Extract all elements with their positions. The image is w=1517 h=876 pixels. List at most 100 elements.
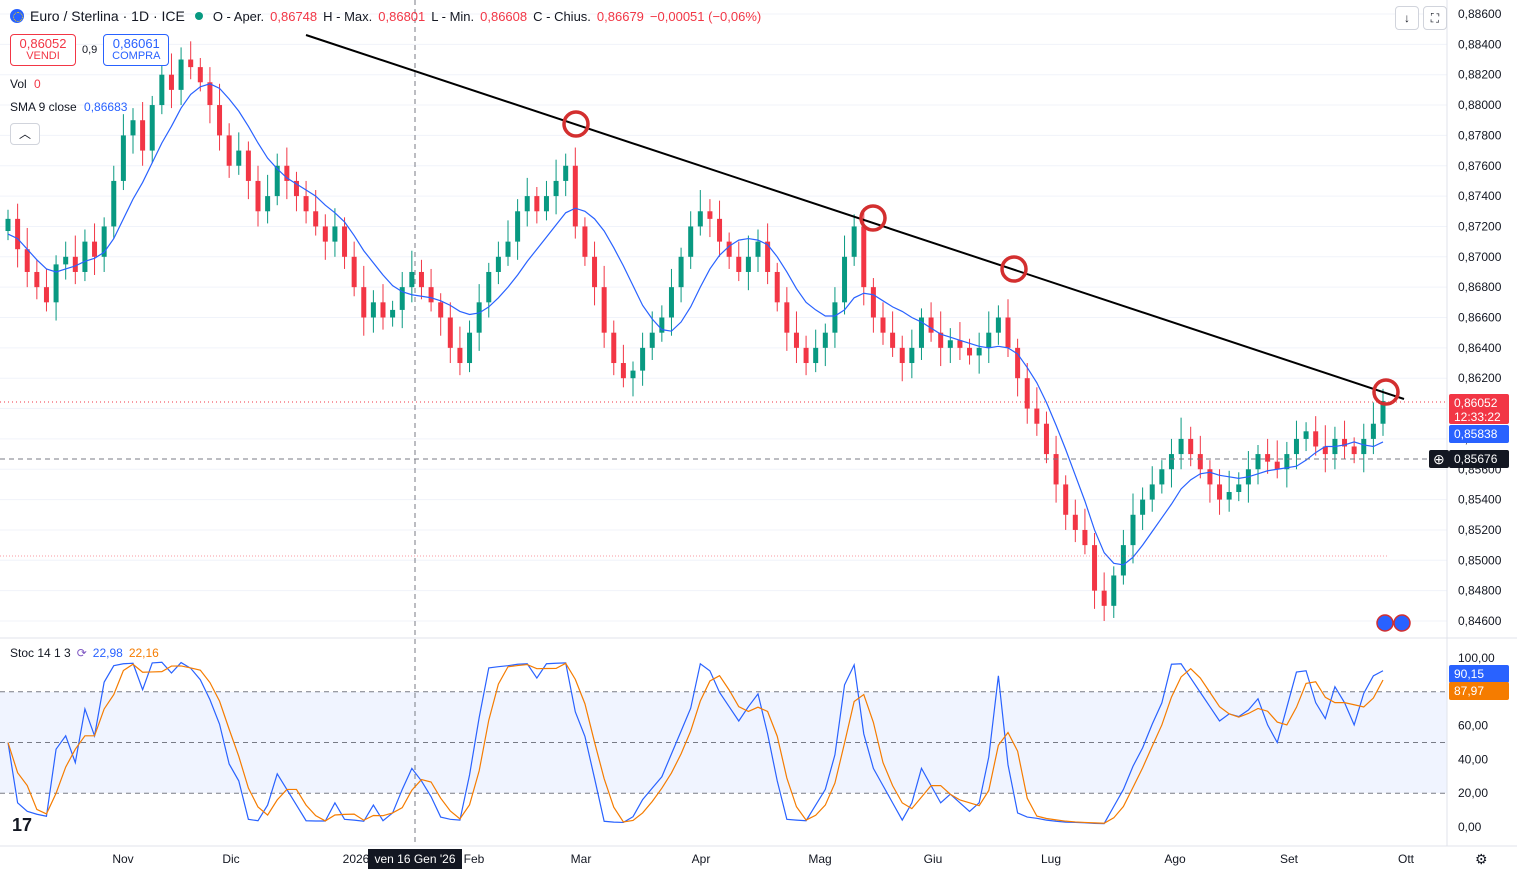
- candle-body[interactable]: [226, 135, 232, 166]
- candle-body[interactable]: [409, 271, 415, 288]
- candle-body[interactable]: [130, 120, 136, 136]
- candle-body[interactable]: [553, 180, 559, 197]
- candle-body[interactable]: [34, 271, 40, 288]
- candle-body[interactable]: [755, 241, 761, 257]
- candle-body[interactable]: [293, 180, 299, 197]
- candle-body[interactable]: [447, 317, 453, 348]
- candle-body[interactable]: [495, 256, 501, 272]
- candle-body[interactable]: [505, 241, 511, 257]
- candle-body[interactable]: [1274, 461, 1280, 470]
- candle-body[interactable]: [1015, 347, 1021, 379]
- candle-body[interactable]: [1159, 469, 1165, 485]
- candle-body[interactable]: [717, 218, 723, 242]
- candle-body[interactable]: [274, 165, 280, 197]
- candle-body[interactable]: [197, 67, 203, 83]
- candle-body[interactable]: [832, 302, 838, 333]
- sell-button[interactable]: 0,86052 VENDI: [10, 34, 76, 66]
- candle-body[interactable]: [1149, 484, 1155, 500]
- candle-body[interactable]: [399, 287, 405, 310]
- candle-body[interactable]: [592, 256, 598, 288]
- candle-body[interactable]: [938, 332, 944, 348]
- candle-body[interactable]: [1217, 484, 1223, 500]
- candle-body[interactable]: [1265, 454, 1271, 462]
- plus-icon[interactable]: [1429, 450, 1449, 468]
- candle-body[interactable]: [486, 271, 492, 303]
- candle-body[interactable]: [524, 196, 530, 212]
- candle-body[interactable]: [1005, 317, 1011, 348]
- candle-body[interactable]: [880, 317, 886, 333]
- candle-body[interactable]: [72, 256, 78, 272]
- refresh-icon[interactable]: ⟳: [76, 646, 87, 660]
- candle-body[interactable]: [697, 211, 703, 227]
- sma-legend[interactable]: SMA 9 close 0,86683: [10, 100, 128, 114]
- candle-body[interactable]: [1207, 469, 1213, 485]
- candle-body[interactable]: [909, 347, 915, 364]
- candle-body[interactable]: [178, 59, 184, 90]
- candle-body[interactable]: [188, 59, 194, 68]
- candle-body[interactable]: [53, 264, 59, 303]
- candle-body[interactable]: [1351, 446, 1357, 455]
- gear-icon[interactable]: ⚙: [1475, 851, 1488, 867]
- candle-body[interactable]: [265, 196, 271, 212]
- candle-body[interactable]: [1140, 499, 1146, 515]
- candle-body[interactable]: [101, 226, 107, 257]
- candle-body[interactable]: [1024, 378, 1030, 409]
- candle-body[interactable]: [1284, 454, 1290, 470]
- candle-body[interactable]: [688, 226, 694, 257]
- collapse-legend-button[interactable]: ︿: [10, 123, 40, 145]
- candle-body[interactable]: [217, 105, 223, 136]
- candle-body[interactable]: [380, 302, 386, 318]
- candle-body[interactable]: [111, 180, 117, 227]
- candle-body[interactable]: [649, 332, 655, 348]
- candle-body[interactable]: [1120, 545, 1126, 576]
- candle-body[interactable]: [822, 332, 828, 348]
- candle-body[interactable]: [534, 196, 540, 212]
- candle-body[interactable]: [890, 332, 896, 348]
- trendline[interactable]: [305, 34, 1405, 400]
- candle-body[interactable]: [255, 180, 261, 212]
- candle-body[interactable]: [1293, 438, 1299, 455]
- candle-body[interactable]: [245, 150, 251, 181]
- candle-body[interactable]: [120, 135, 126, 181]
- candle-body[interactable]: [976, 347, 982, 356]
- candle-body[interactable]: [803, 347, 809, 364]
- candle-body[interactable]: [774, 271, 780, 303]
- candle-body[interactable]: [1236, 484, 1242, 493]
- candle-body[interactable]: [1053, 454, 1059, 485]
- candle-body[interactable]: [784, 302, 790, 333]
- candle-body[interactable]: [1255, 454, 1261, 470]
- candle-body[interactable]: [1226, 492, 1232, 500]
- candle-body[interactable]: [1168, 454, 1174, 470]
- candle-body[interactable]: [332, 226, 338, 242]
- candle-body[interactable]: [1342, 438, 1348, 447]
- candle-body[interactable]: [207, 82, 213, 106]
- candle-body[interactable]: [1082, 529, 1088, 546]
- symbol-title[interactable]: Euro / Sterlina · 1D · ICE: [30, 8, 185, 24]
- candle-body[interactable]: [765, 241, 771, 272]
- candle-body[interactable]: [284, 165, 290, 181]
- candle-body[interactable]: [640, 347, 646, 371]
- candle-body[interactable]: [438, 302, 444, 318]
- candle-body[interactable]: [313, 211, 319, 227]
- candle-body[interactable]: [726, 241, 732, 257]
- candle-body[interactable]: [707, 211, 713, 219]
- candle-body[interactable]: [467, 332, 473, 364]
- candle-body[interactable]: [351, 256, 357, 288]
- candle-body[interactable]: [1361, 438, 1367, 455]
- candle-body[interactable]: [861, 226, 867, 288]
- candle-body[interactable]: [1101, 590, 1107, 606]
- candle-body[interactable]: [1063, 484, 1069, 515]
- candle-body[interactable]: [611, 332, 617, 364]
- candle-body[interactable]: [813, 347, 819, 364]
- candle-body[interactable]: [515, 211, 521, 242]
- candle-body[interactable]: [543, 196, 549, 212]
- candle-body[interactable]: [149, 105, 155, 151]
- candle-body[interactable]: [236, 150, 242, 166]
- candle-body[interactable]: [140, 120, 146, 151]
- candle-body[interactable]: [1092, 545, 1098, 591]
- candle-body[interactable]: [1370, 423, 1376, 439]
- event-icons[interactable]: [1376, 614, 1411, 632]
- candle-body[interactable]: [15, 218, 21, 250]
- candle-body[interactable]: [793, 332, 799, 348]
- buy-button[interactable]: 0,86061 COMPRA: [103, 34, 170, 66]
